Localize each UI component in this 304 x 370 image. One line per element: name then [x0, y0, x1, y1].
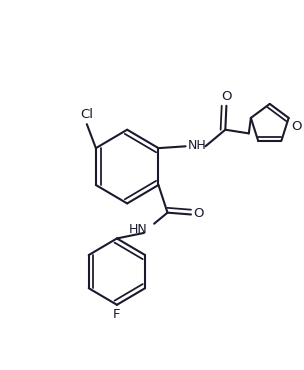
Text: O: O [292, 120, 302, 133]
Text: O: O [221, 90, 232, 103]
Text: HN: HN [129, 223, 148, 236]
Text: F: F [113, 309, 121, 322]
Text: Cl: Cl [80, 108, 93, 121]
Text: O: O [193, 207, 203, 220]
Text: NH: NH [187, 139, 206, 152]
